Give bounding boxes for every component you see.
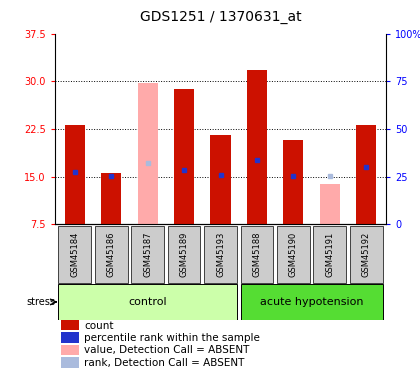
- FancyBboxPatch shape: [350, 226, 383, 283]
- Bar: [174, 89, 194, 225]
- FancyBboxPatch shape: [168, 226, 200, 283]
- FancyBboxPatch shape: [58, 284, 237, 320]
- Text: acute hypotension: acute hypotension: [260, 297, 363, 307]
- Bar: [138, 83, 158, 225]
- Text: GSM45187: GSM45187: [143, 231, 152, 277]
- Text: count: count: [84, 321, 114, 330]
- Text: GSM45188: GSM45188: [252, 231, 262, 277]
- FancyBboxPatch shape: [204, 226, 237, 283]
- Bar: [247, 70, 267, 225]
- Bar: [61, 357, 79, 368]
- FancyBboxPatch shape: [94, 226, 128, 283]
- FancyBboxPatch shape: [131, 226, 164, 283]
- Bar: [320, 184, 340, 225]
- Text: GSM45193: GSM45193: [216, 232, 225, 277]
- Text: GSM45189: GSM45189: [179, 232, 189, 277]
- Bar: [61, 332, 79, 343]
- Text: GSM45190: GSM45190: [289, 232, 298, 277]
- Text: rank, Detection Call = ABSENT: rank, Detection Call = ABSENT: [84, 358, 245, 368]
- Bar: [65, 124, 85, 225]
- Text: stress: stress: [26, 297, 55, 307]
- Bar: [101, 173, 121, 225]
- Text: value, Detection Call = ABSENT: value, Detection Call = ABSENT: [84, 345, 250, 355]
- Text: control: control: [128, 297, 167, 307]
- FancyBboxPatch shape: [313, 226, 346, 283]
- Text: GSM45191: GSM45191: [326, 232, 334, 277]
- FancyBboxPatch shape: [241, 284, 383, 320]
- FancyBboxPatch shape: [277, 226, 310, 283]
- FancyBboxPatch shape: [58, 226, 91, 283]
- Bar: [210, 135, 231, 225]
- Bar: [61, 320, 79, 330]
- Text: GSM45186: GSM45186: [107, 231, 116, 277]
- Bar: [356, 124, 376, 225]
- Bar: [61, 345, 79, 355]
- Text: GDS1251 / 1370631_at: GDS1251 / 1370631_at: [140, 10, 301, 24]
- Text: percentile rank within the sample: percentile rank within the sample: [84, 333, 260, 343]
- Text: GSM45184: GSM45184: [70, 232, 79, 277]
- FancyBboxPatch shape: [241, 226, 273, 283]
- Text: GSM45192: GSM45192: [362, 232, 371, 277]
- Bar: [284, 140, 303, 225]
